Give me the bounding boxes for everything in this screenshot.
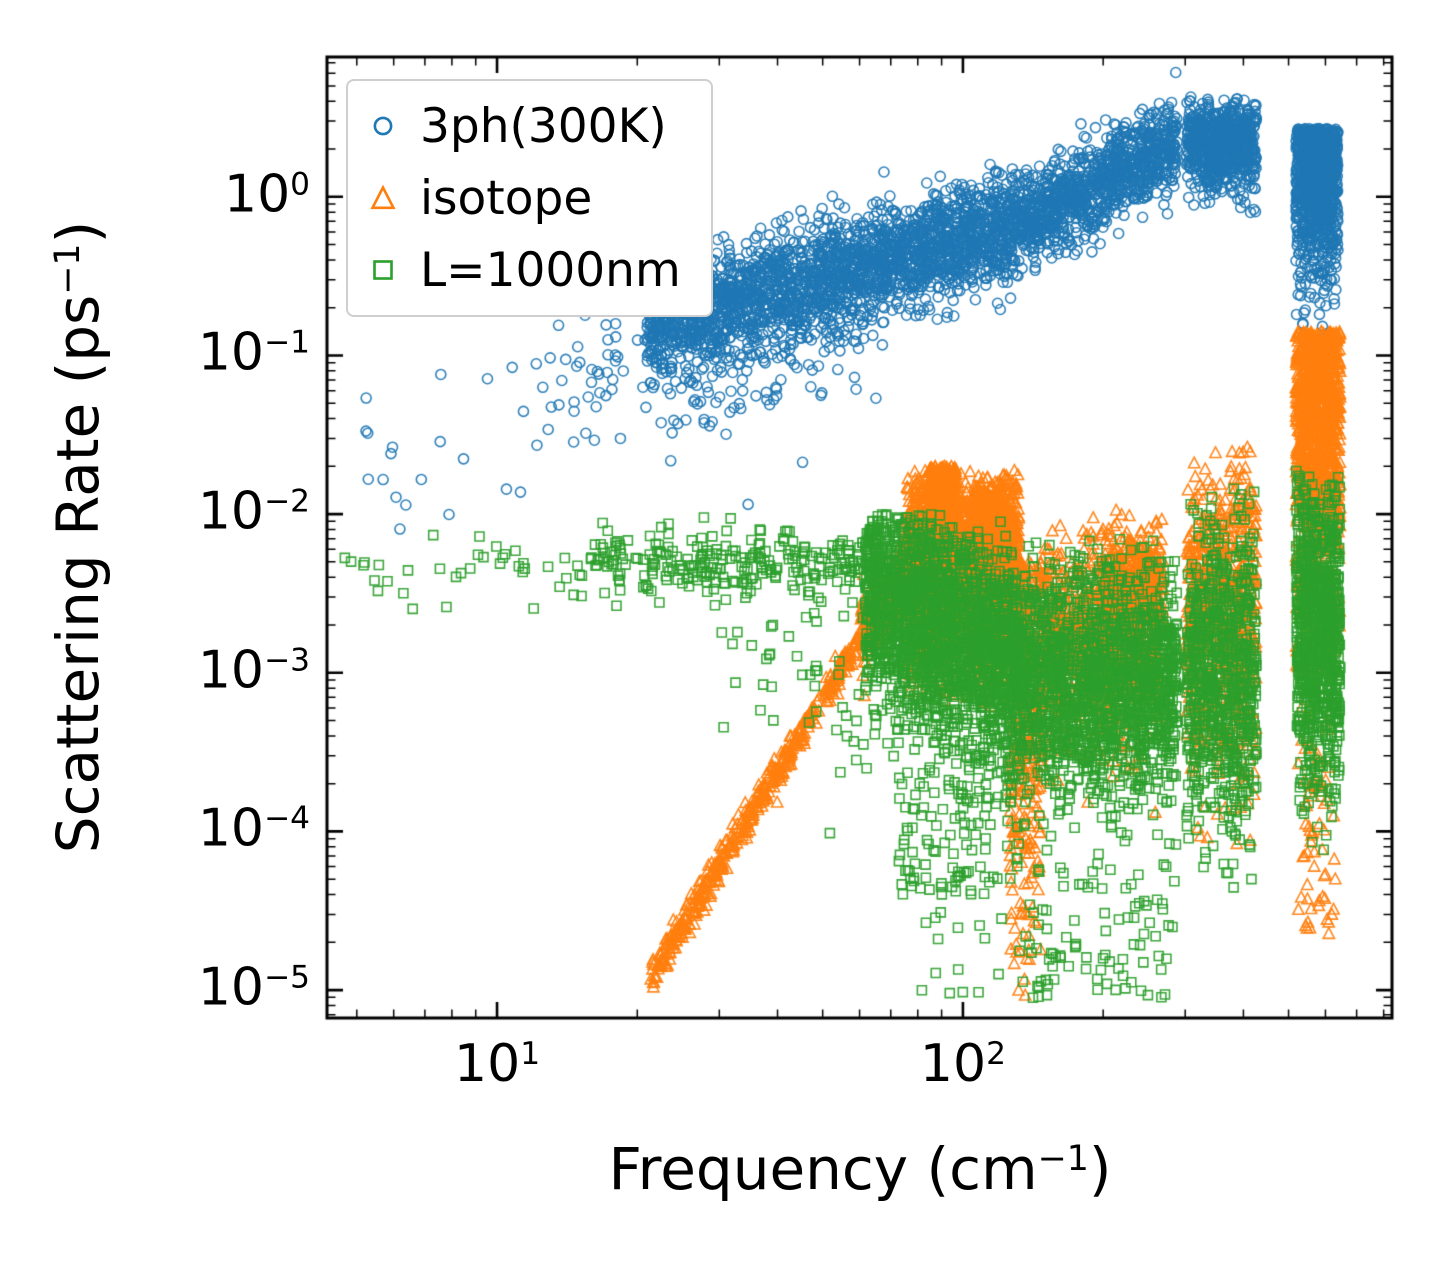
x-axis-label: Frequency (cm−1) — [608, 1135, 1111, 1203]
legend-item-l1000nm: L=1000nm — [366, 237, 681, 303]
y-axis-label-close: ) — [44, 220, 112, 244]
y-axis-label-text: Scattering Rate (ps — [44, 294, 112, 854]
y-tick-label: 10−1 — [197, 323, 310, 384]
circle-marker-icon — [373, 116, 393, 136]
legend: 3ph(300K) isotope L=1000nm — [346, 79, 713, 317]
legend-label-isotope: isotope — [420, 170, 593, 226]
y-axis-label: Scattering Rate (ps−1) — [44, 221, 112, 853]
legend-item-isotope: isotope — [366, 165, 681, 231]
triangle-marker-icon — [370, 184, 396, 210]
y-tick-label: 10−5 — [197, 957, 310, 1018]
y-tick-label: 10−2 — [197, 481, 310, 542]
x-tick-label: 102 — [919, 1034, 1006, 1094]
legend-label-3ph: 3ph(300K) — [420, 98, 667, 154]
x-axis-label-close: ) — [1088, 1135, 1112, 1203]
square-marker-icon — [373, 260, 393, 280]
x-axis-label-sup: −1 — [1037, 1138, 1089, 1179]
legend-label-l1000nm: L=1000nm — [420, 242, 681, 298]
y-tick-label: 100 — [223, 164, 310, 225]
y-tick-label: 10−4 — [197, 799, 310, 860]
x-axis-label-text: Frequency (cm — [608, 1135, 1038, 1203]
y-axis-label-sup: −1 — [47, 243, 88, 295]
y-tick-label: 10−3 — [197, 640, 310, 701]
x-tick-label: 101 — [454, 1034, 541, 1094]
legend-item-3ph: 3ph(300K) — [366, 93, 681, 159]
